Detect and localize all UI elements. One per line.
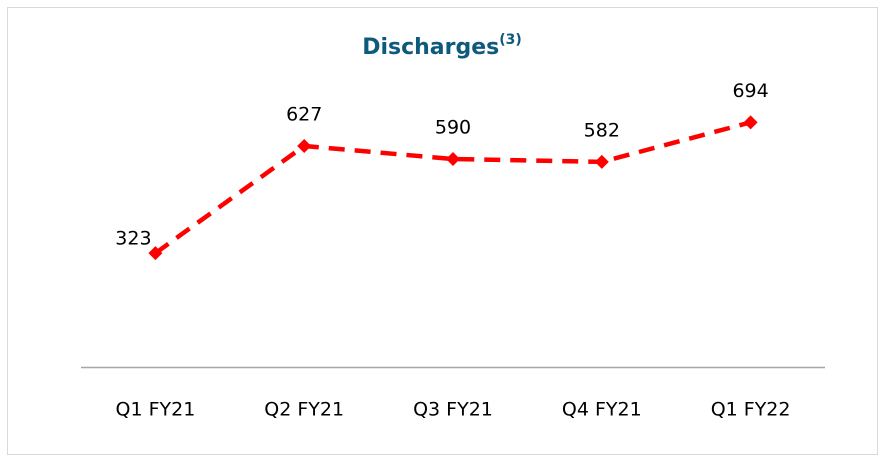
marker (743, 115, 758, 130)
x-tick-label: Q1 FY22 (711, 399, 791, 421)
x-tick-label: Q1 FY21 (116, 399, 196, 421)
title-text: Discharges (362, 35, 499, 60)
x-tick-label: Q2 FY21 (264, 399, 344, 421)
chart-title: Discharges(3) (362, 32, 522, 60)
marker (594, 154, 609, 169)
x-tick-label: Q4 FY21 (562, 399, 642, 421)
marker (148, 246, 163, 261)
data-label: 323 (115, 228, 151, 250)
data-label: 590 (435, 117, 471, 139)
data-line (154, 120, 752, 255)
data-label: 627 (286, 103, 322, 125)
chart-frame (7, 7, 878, 455)
data-label: 694 (732, 80, 768, 102)
data-label: 582 (584, 119, 620, 141)
x-tick-label: Q3 FY21 (413, 399, 493, 421)
marker (297, 138, 312, 153)
title-note: (3) (499, 32, 522, 48)
marker (446, 152, 460, 167)
